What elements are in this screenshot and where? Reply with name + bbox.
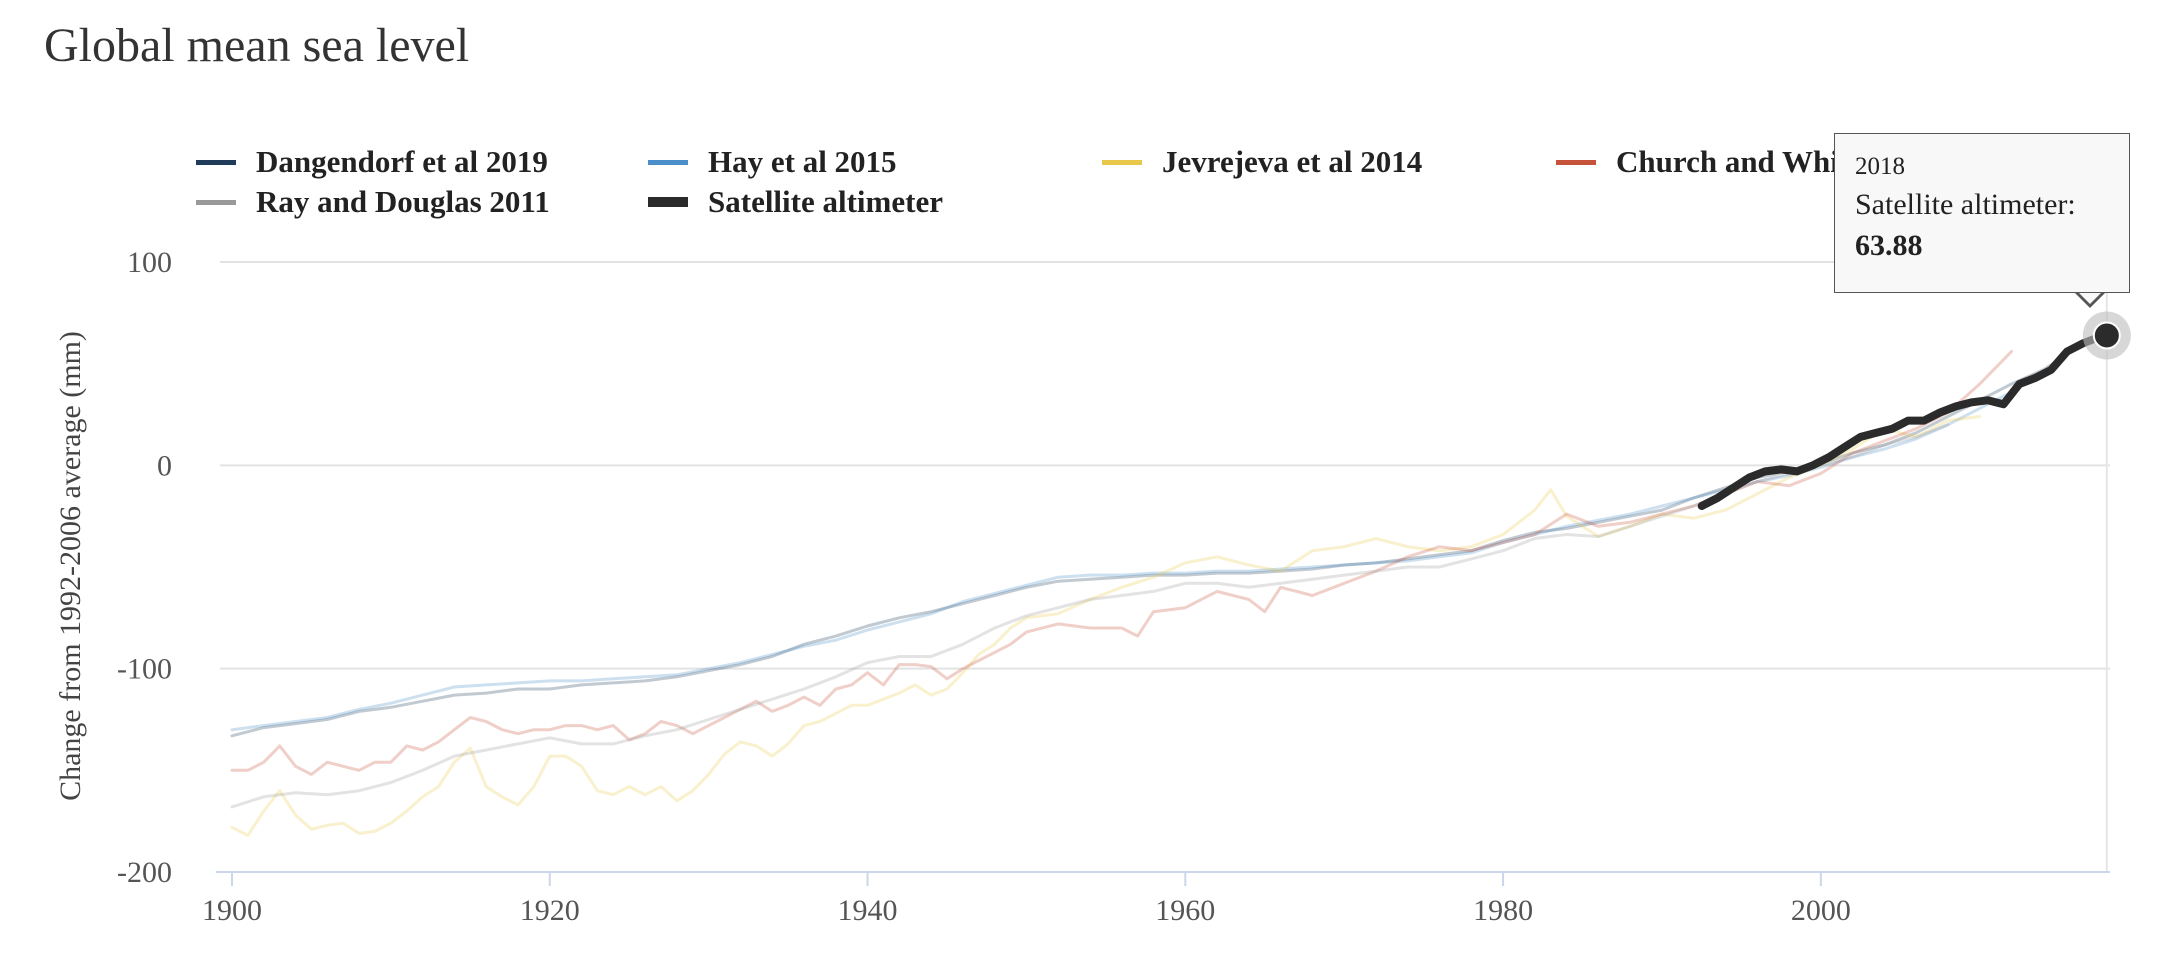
y-axis-label: Change from 1992-2006 average (mm) <box>54 331 87 801</box>
y-axis: 100 0 -100 -200 <box>117 246 172 889</box>
legend-swatch <box>196 199 236 205</box>
x-tick-label: 2000 <box>1791 894 1851 927</box>
legend-item-satellite-altimeter[interactable]: Satellite altimeter <box>648 182 943 222</box>
tooltip-value: 63.88 <box>1855 229 1923 262</box>
y-tick-label: 100 <box>127 246 172 279</box>
series-line-satellite-altimeter[interactable] <box>1697 331 2111 510</box>
series-line-dangendorf-et-al-2019[interactable] <box>230 358 2061 738</box>
x-tick-label: 1980 <box>1473 894 1533 927</box>
legend: Dangendorf et al 2019 Hay et al 2015 Jevre… <box>0 0 2160 240</box>
legend-item-ray-and-douglas-2011[interactable]: Ray and Douglas 2011 <box>196 182 550 222</box>
x-tick-label: 1920 <box>520 894 580 927</box>
series-lines <box>230 331 2111 837</box>
y-tick-label: -100 <box>117 653 172 686</box>
x-axis: 1900 1920 1940 1960 1980 2000 <box>202 871 2110 927</box>
x-tick-label: 1900 <box>202 894 262 927</box>
tooltip-date: 2018 <box>1855 153 1905 180</box>
tooltip-series-name: Satellite altimeter: <box>1855 188 2076 221</box>
legend-swatch <box>648 197 688 207</box>
hover-point[interactable] <box>2092 321 2121 350</box>
y-tick-label: 0 <box>157 449 172 482</box>
tooltip: 2018 Satellite altimeter: 63.88 <box>1834 133 2130 293</box>
series-line-ray-and-douglas-2011[interactable] <box>230 423 1950 809</box>
hover-marker <box>2082 311 2131 360</box>
legend-swatch <box>1102 159 1142 165</box>
legend-label: Hay et al 2015 <box>708 144 897 179</box>
series-line-hay-et-al-2015[interactable] <box>230 390 2013 732</box>
legend-label: Dangendorf et al 2019 <box>256 144 548 179</box>
chart-title: Global mean sea level <box>44 19 470 72</box>
tooltip-arrow-fill <box>2076 290 2104 304</box>
legend-item-hay-et-al-2015[interactable]: Hay et al 2015 <box>648 142 897 182</box>
legend-item-dangendorf-et-al-2019[interactable]: Dangendorf et al 2019 <box>196 142 548 182</box>
legend-swatch <box>196 159 236 165</box>
legend-label: Satellite altimeter <box>708 184 943 219</box>
x-tick-label: 1940 <box>838 894 898 927</box>
legend-swatch <box>1556 159 1596 165</box>
series-line-church-and-white-2011[interactable] <box>230 350 2013 776</box>
legend-label: Jevrejeva et al 2014 <box>1162 144 1423 179</box>
legend-item-jevrejeva-et-al-2014[interactable]: Jevrejeva et al 2014 <box>1102 142 1422 182</box>
x-tick-label: 1960 <box>1155 894 1215 927</box>
gridlines <box>220 261 2110 872</box>
legend-label: Ray and Douglas 2011 <box>256 184 550 219</box>
legend-swatch <box>648 159 688 165</box>
y-tick-label: -200 <box>117 856 172 889</box>
series-line-jevrejeva-et-al-2014[interactable] <box>230 415 1982 837</box>
